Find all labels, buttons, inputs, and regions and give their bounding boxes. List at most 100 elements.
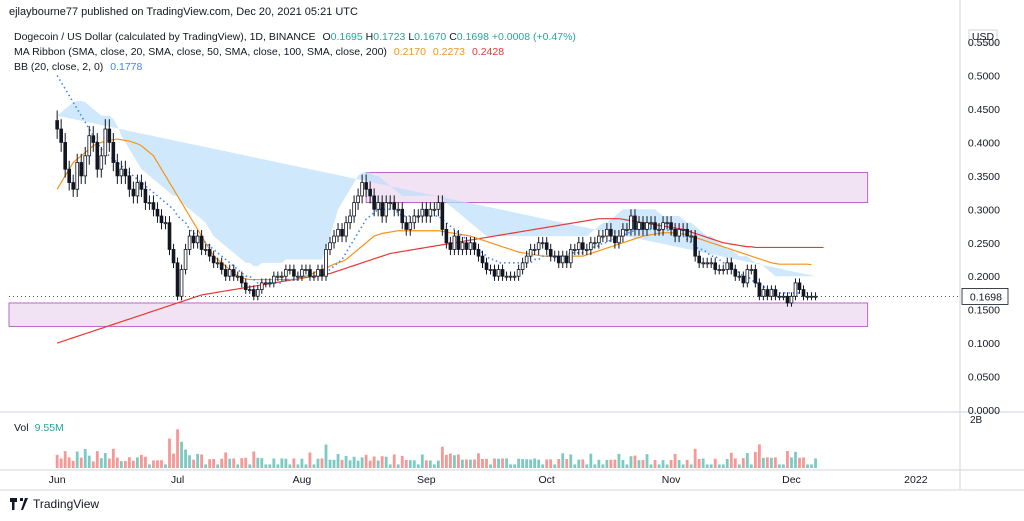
candle-body — [127, 175, 132, 190]
volume-bar — [344, 455, 348, 468]
volume-bar — [810, 464, 813, 468]
volume-bar — [156, 460, 159, 468]
publish-header: ejlaybourne77 published on TradingView.c… — [9, 6, 358, 18]
candle-body — [781, 295, 786, 298]
candle-body — [669, 222, 673, 230]
candle-body — [476, 249, 481, 257]
volume-bar — [216, 464, 220, 468]
volume-bar — [300, 458, 304, 468]
y-tick-label: 0.3500 — [968, 171, 1000, 183]
volume-bar — [136, 457, 139, 468]
candle-body — [115, 162, 120, 177]
candle-body — [540, 242, 545, 245]
ohlc-high-label: H — [365, 31, 374, 43]
volume-bar — [107, 458, 111, 468]
candle-body — [139, 182, 144, 190]
candle-body — [797, 282, 802, 290]
ma20-line — [56, 75, 812, 294]
candle-body — [187, 235, 192, 250]
volume-bar — [721, 464, 725, 468]
candle-body — [657, 228, 661, 231]
volume-bar — [404, 460, 408, 468]
x-tick-label: Nov — [662, 474, 681, 486]
volume-bar — [657, 464, 661, 468]
volume-bar — [541, 464, 545, 468]
volume-bar — [761, 457, 765, 468]
candle-body — [268, 282, 272, 285]
volume-bar — [308, 452, 312, 468]
candle-body — [532, 249, 537, 251]
candle-body — [219, 262, 224, 270]
candle-body — [689, 235, 693, 238]
candle-body — [544, 242, 549, 250]
candle-body — [316, 269, 320, 277]
volume-bar — [493, 458, 496, 468]
volume-bar — [621, 460, 625, 468]
candle-body — [288, 269, 292, 271]
candle-body — [300, 269, 304, 277]
candle-body — [637, 222, 641, 230]
candle-body — [372, 195, 376, 210]
candle-body — [633, 215, 637, 230]
volume-bar — [324, 444, 328, 468]
volume-bar — [204, 464, 208, 468]
candle-body — [769, 289, 774, 297]
x-tick-label: Jul — [171, 474, 184, 486]
y-tick-label: 0.3000 — [968, 204, 1000, 216]
volume-bar — [67, 457, 71, 468]
volume-bar — [71, 460, 75, 468]
volume-bar — [123, 461, 127, 468]
candle-body — [91, 135, 96, 143]
volume-bar — [83, 449, 87, 468]
x-tick-label: 2022 — [904, 474, 928, 486]
y-tick-label: 0.1500 — [968, 305, 1000, 317]
ohlc-close-label: C — [449, 31, 457, 43]
candle-body — [512, 275, 517, 278]
volume-bar — [477, 453, 480, 468]
volume-bar — [798, 457, 801, 468]
volume-bar — [75, 451, 79, 468]
volume-bar — [272, 458, 276, 468]
volume-bar — [697, 459, 701, 468]
volume-bar — [252, 451, 256, 468]
candle-body — [223, 269, 228, 277]
y-tick-label: 0.5000 — [968, 71, 1000, 83]
candle-body — [685, 228, 689, 237]
candle-body — [681, 228, 685, 231]
candle-body — [548, 249, 553, 257]
candle-body — [79, 162, 84, 177]
candle-body — [653, 222, 657, 230]
volume-bar — [99, 458, 103, 468]
ohlc-high: 0.1723 — [373, 31, 406, 43]
volume-bar — [356, 460, 360, 468]
footer-brand[interactable]: TradingView — [10, 497, 99, 511]
bb-value: 0.1778 — [110, 61, 143, 73]
volume-bar — [115, 457, 119, 468]
volume-bar — [673, 453, 677, 468]
candle-body — [171, 249, 176, 264]
volume-bar — [561, 453, 565, 468]
volume-bar — [420, 454, 424, 468]
volume-bar — [396, 464, 400, 468]
volume-bar — [336, 454, 340, 468]
volume-bar — [729, 452, 733, 468]
volume-bar — [609, 459, 613, 468]
volume-bar — [553, 464, 557, 468]
candle-body — [71, 182, 76, 190]
candle-body — [83, 155, 88, 177]
volume-bar — [786, 451, 789, 468]
candle-body — [259, 282, 264, 290]
volume-bar — [368, 460, 372, 468]
candle-body — [677, 228, 681, 237]
volume-bar — [292, 458, 296, 468]
candle-body — [67, 168, 71, 183]
volume-bar — [569, 454, 573, 468]
volume-bar — [717, 464, 721, 468]
candle-body — [581, 242, 585, 250]
volume-bar — [782, 464, 785, 468]
volume-bar — [144, 456, 147, 468]
volume-bar — [605, 460, 609, 468]
candle-body — [737, 275, 742, 278]
candle-body — [203, 249, 208, 251]
